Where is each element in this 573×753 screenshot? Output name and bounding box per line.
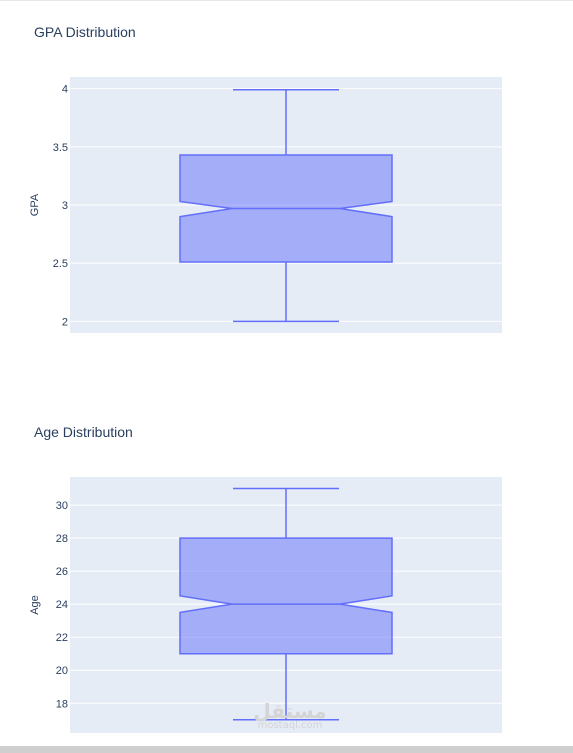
age-chart-title: Age Distribution xyxy=(34,424,133,440)
box-body[interactable] xyxy=(179,537,393,655)
top-divider xyxy=(0,0,573,1)
age-box-plot[interactable]: 18 20 22 24 26 28 30 Age xyxy=(0,460,573,750)
y-tick-label: 26 xyxy=(56,566,68,578)
y-tick-label: 18 xyxy=(56,698,68,710)
y-tick-label: 3.5 xyxy=(53,142,68,154)
y-tick-label: 3 xyxy=(62,200,68,212)
y-tick-label: 24 xyxy=(56,599,68,611)
gpa-chart-title: GPA Distribution xyxy=(34,24,136,40)
horizontal-scrollbar[interactable] xyxy=(0,746,573,753)
y-tick-label: 2.5 xyxy=(53,258,68,270)
y-tick-label: 2 xyxy=(62,316,68,328)
y-tick-label: 4 xyxy=(62,84,68,96)
y-tick-label: 28 xyxy=(56,533,68,545)
y-tick-label: 22 xyxy=(56,632,68,644)
y-tick-label: 20 xyxy=(56,665,68,677)
y-tick-label: 30 xyxy=(56,500,68,512)
y-axis-title: Age xyxy=(29,595,41,615)
y-axis-title: GPA xyxy=(29,193,41,216)
gpa-box-plot[interactable]: 2 2.5 3 3.5 4 GPA xyxy=(0,60,573,350)
